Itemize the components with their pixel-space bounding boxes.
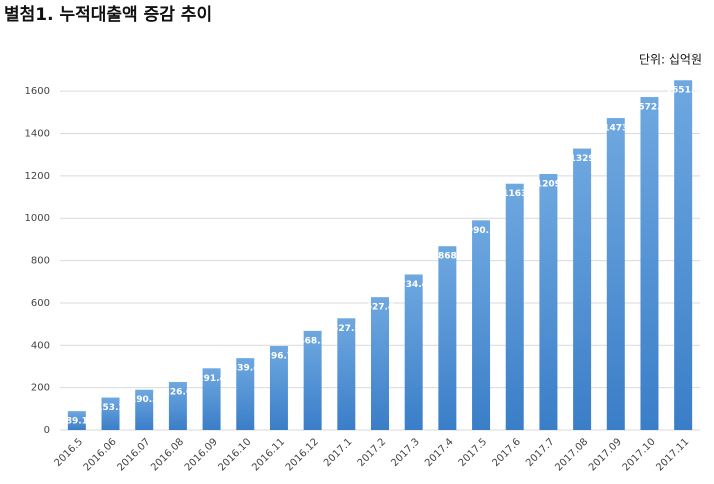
x-tick-label: 2017.11 (654, 436, 691, 473)
bar (168, 382, 187, 430)
y-tick-label: 600 (31, 298, 50, 309)
x-tick-label: 2016.07 (115, 436, 152, 473)
x-tick-label: 2017.3 (389, 436, 422, 469)
value-label: 291.4 (197, 374, 225, 384)
chart-title: 별첨1. 누적대출액 증감 추이 (4, 4, 212, 25)
y-tick-label: 1000 (25, 213, 50, 224)
bar (101, 397, 120, 430)
x-tick-label: 2017.5 (457, 436, 490, 469)
bar (472, 220, 491, 430)
x-tick-label: 2017.09 (587, 436, 624, 473)
bar (573, 148, 592, 431)
bar (674, 80, 693, 430)
value-label: 396.7 (265, 351, 293, 361)
y-tick-label: 1600 (25, 86, 50, 97)
y-tick-label: 1400 (25, 129, 50, 140)
x-tick-label: 2017.1 (322, 436, 355, 469)
value-label: 734.4 (399, 280, 427, 290)
value-label: 1163 (502, 189, 527, 199)
x-tick-label: 2016.09 (183, 436, 220, 473)
value-label: 527.5 (332, 324, 360, 334)
value-label: 627.4 (366, 303, 394, 313)
bar (404, 274, 423, 430)
x-tick-label: 2016.5 (53, 436, 86, 469)
bar (640, 97, 659, 430)
y-tick-label: 200 (31, 383, 50, 394)
bar (67, 411, 86, 430)
x-tick-label: 2016.11 (250, 436, 287, 473)
bar (337, 318, 356, 430)
value-label: 1329 (570, 154, 595, 164)
value-label: 1651.6 (666, 86, 701, 96)
value-label: 153.2 (96, 403, 124, 413)
y-tick-label: 1200 (25, 171, 50, 182)
x-tick-label: 2017.6 (490, 436, 523, 469)
bar (606, 118, 625, 430)
value-label: 190.3 (130, 395, 158, 405)
bar (505, 183, 524, 430)
value-label: 1473 (603, 124, 628, 134)
value-label: 339.4 (231, 364, 259, 374)
bar (539, 173, 558, 430)
value-label: 226.6 (164, 388, 192, 398)
bar (371, 297, 389, 430)
bar (438, 246, 457, 430)
bar (303, 330, 322, 430)
x-tick-label: 2016.06 (82, 436, 119, 473)
x-tick-label: 2017.2 (356, 436, 389, 469)
bar (269, 345, 288, 430)
x-tick-label: 2016.08 (149, 436, 186, 473)
bar (236, 358, 255, 430)
x-tick-label: 2016.12 (284, 436, 321, 473)
value-label: 89.1 (66, 417, 88, 427)
x-tick-label: 2017.08 (553, 436, 590, 473)
y-tick-label: 800 (31, 256, 50, 267)
bar (135, 389, 154, 430)
value-label: 1209 (536, 179, 561, 189)
unit-label: 단위: 십억원 (639, 53, 702, 67)
y-tick-label: 400 (31, 340, 50, 351)
bar (202, 368, 221, 430)
x-tick-label: 2017.10 (621, 436, 658, 473)
value-label: 990.1 (467, 226, 495, 236)
y-tick-label: 0 (44, 425, 50, 436)
value-label: 468.2 (298, 336, 326, 346)
value-label: 1572.2 (632, 103, 667, 113)
x-tick-label: 2017.7 (524, 436, 557, 469)
x-tick-label: 2017.4 (423, 436, 456, 469)
value-label: 868 (438, 252, 457, 262)
x-tick-label: 2016.10 (216, 436, 253, 473)
